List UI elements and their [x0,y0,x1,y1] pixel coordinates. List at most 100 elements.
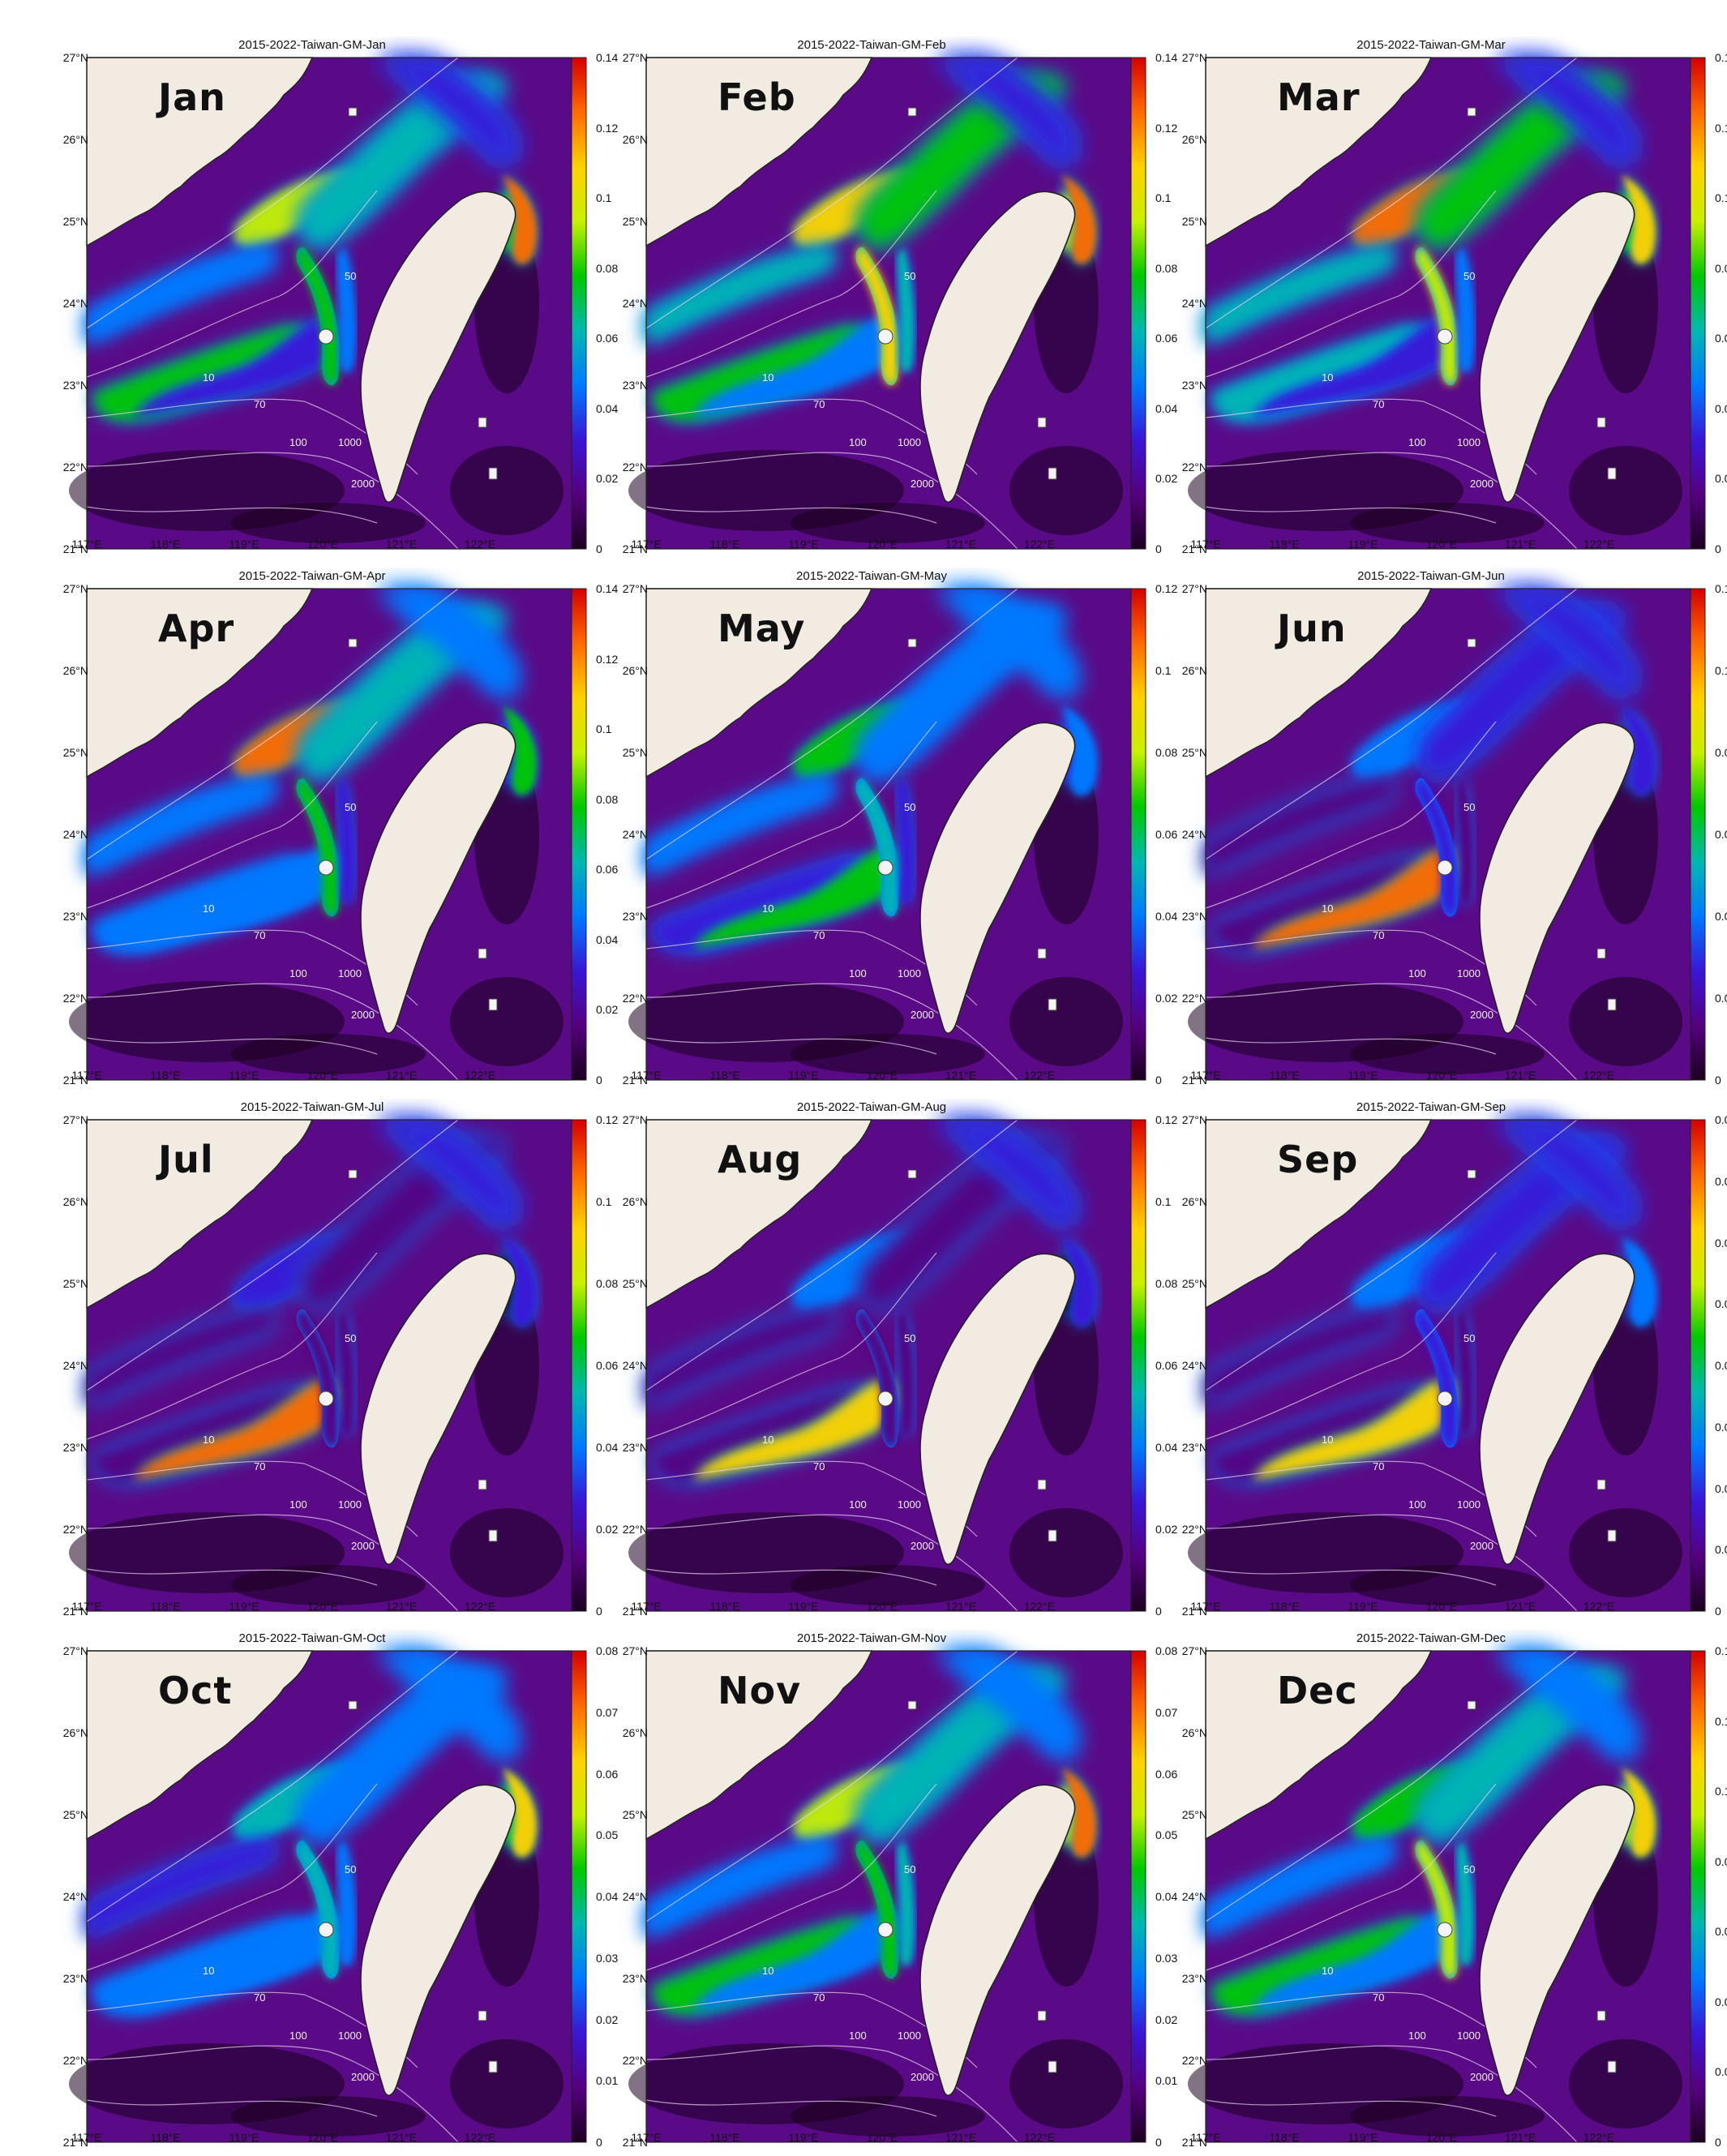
lon-tick-label: 122°E [1023,538,1056,551]
lon-tick-label: 121°E [1504,2131,1536,2144]
lon-tick-label: 122°E [1583,538,1615,551]
colorbar-gradient [572,589,586,1080]
lon-tick-label: 118°E [150,1600,181,1613]
lon-tick-label: 117°E [1190,538,1221,551]
intensity-core-6 [296,778,340,917]
green-island [488,998,498,1011]
map-panel-may: 10 50 70 100 1000 2000 2015-2022-Taiwan-… [596,568,1178,1087]
colorbar-tick-label: 0.04 [1155,1441,1178,1454]
intensity-core-6 [1415,1309,1459,1448]
colorbar-tick-label: 0.08 [1715,1854,1727,1868]
lon-tick-label: 118°E [709,1069,740,1082]
map-svg: 10 50 70 100 1000 2000 [69,1650,587,2143]
colorbar-tick-label: 0.04 [1715,401,1727,415]
intensity-core-9 [1496,589,1636,697]
intensity-core-2 [646,1309,835,1407]
lat-tick-label: 21°N [622,542,648,555]
colorbar-tick-label: 0.02 [1155,2012,1178,2026]
panel-title: 2015-2022-Taiwan-GM-Jun [1357,569,1505,583]
lon-tick-label: 119°E [229,2131,259,2144]
colorbar-tick-label: 0.08 [1155,261,1178,275]
colorbar-tick-label: 0.02 [596,1003,619,1017]
intensity-field [646,1651,1096,2014]
colorbar-gradient [1691,1651,1705,2142]
lon-tick-label: 120°E [866,2131,898,2144]
penghu-island [318,1391,334,1407]
colorbar-tick-label: 0.1 [1715,664,1727,677]
green-island [1607,2060,1617,2073]
intensity-core-0 [93,326,315,421]
intensity-core-2 [646,1840,835,1938]
lat-tick-label: 26°N [62,133,88,146]
bathymetry-label-50: 50 [345,1863,356,1875]
colorbar-tick-label: 0.08 [596,1277,619,1290]
lat-tick-label: 22°N [62,2054,88,2067]
lat-tick-label: 26°N [622,133,648,146]
lat-tick-label: 22°N [622,2054,648,2067]
colorbar-frame [1130,588,1146,1081]
lon-tick-label: 122°E [1583,2131,1615,2144]
colorbar-tick-label: 0.1 [596,191,612,205]
bathymetry-label-1000: 1000 [1457,2030,1481,2042]
intensity-field [646,1120,1096,1483]
matsu-island [907,107,917,117]
deep-basin-field [69,215,564,543]
colorbar [1130,1650,1146,2143]
colorbar-gradient [1131,1651,1146,2142]
bathymetry-label-50: 50 [904,801,915,813]
mainland-coast [645,588,873,778]
colorbar-tick-label: 0.12 [1715,582,1727,595]
intensity-core-0 [1212,326,1433,421]
lat-tick-label: 24°N [62,828,88,841]
taiwan-island [360,1784,516,2097]
lat-tick-label: 27°N [622,51,648,64]
lon-tick-label: 117°E [71,1069,102,1082]
panel-title: 2015-2022-Taiwan-GM-Dec [1356,1631,1506,1645]
taiwan-island [1479,191,1635,504]
green-island [1048,998,1057,1011]
bathymetry-label-1000: 1000 [1457,1498,1481,1511]
colorbar-tick-label: 0.02 [596,472,619,486]
lat-tick-label: 22°N [62,992,88,1005]
intensity-core-2 [87,1309,276,1407]
intensity-core-2 [1206,246,1395,345]
matsu-island [1467,107,1476,117]
colorbar-tick-label: 0.1 [1715,1785,1727,1798]
colorbar-tick-label: 0.08 [596,792,619,806]
lon-tick-label: 117°E [71,2131,102,2144]
lon-tick-label: 122°E [1583,1069,1615,1082]
bathymetry-label-group: 10 50 70 100 1000 2000 [1322,270,1493,490]
colorbar-tick-label: 0.14 [596,582,619,595]
map-panel-jun: 10 50 70 100 1000 2000 2015-2022-Taiwan-… [1155,568,1727,1087]
lon-tick-label: 120°E [306,1069,339,1082]
intensity-core-7 [898,778,914,904]
intensity-core-9 [936,589,1077,697]
intensity-core-2 [646,246,835,345]
colorbar-tick-label: 0.1 [1155,664,1172,677]
panel-title: 2015-2022-Taiwan-GM-Mar [1356,38,1506,52]
colorbar-tick-label: 0.12 [1155,1113,1178,1126]
lat-tick-label: 21°N [62,2136,88,2149]
matsu-island [348,1169,358,1179]
lanyu-island [1037,1479,1047,1490]
bathymetry-label-70: 70 [1373,1991,1384,2004]
intensity-core-6 [855,246,899,386]
lat-tick-label: 21°N [622,2136,648,2149]
penghu-island [318,328,334,345]
lon-tick-label: 117°E [631,1069,662,1082]
colorbar-gradient [1691,1120,1705,1611]
taiwan-island [919,722,1076,1035]
lanyu-island [478,948,487,959]
lon-tick-label: 121°E [385,1069,418,1082]
colorbar-tick-label: 0 [1715,1605,1721,1618]
lat-tick-label: 23°N [622,379,648,392]
lat-tick-label: 27°N [62,51,88,64]
matsu-island [1467,1169,1476,1179]
lat-tick-label: 25°N [622,1277,648,1290]
lat-tick-label: 24°N [1181,297,1207,310]
colorbar-tick-label: 0.06 [596,863,619,877]
penghu-island [1437,1922,1453,1938]
bathymetry-label-70: 70 [1373,1460,1384,1472]
lon-tick-label: 122°E [464,1069,496,1082]
lat-tick-label: 24°N [1181,828,1207,841]
